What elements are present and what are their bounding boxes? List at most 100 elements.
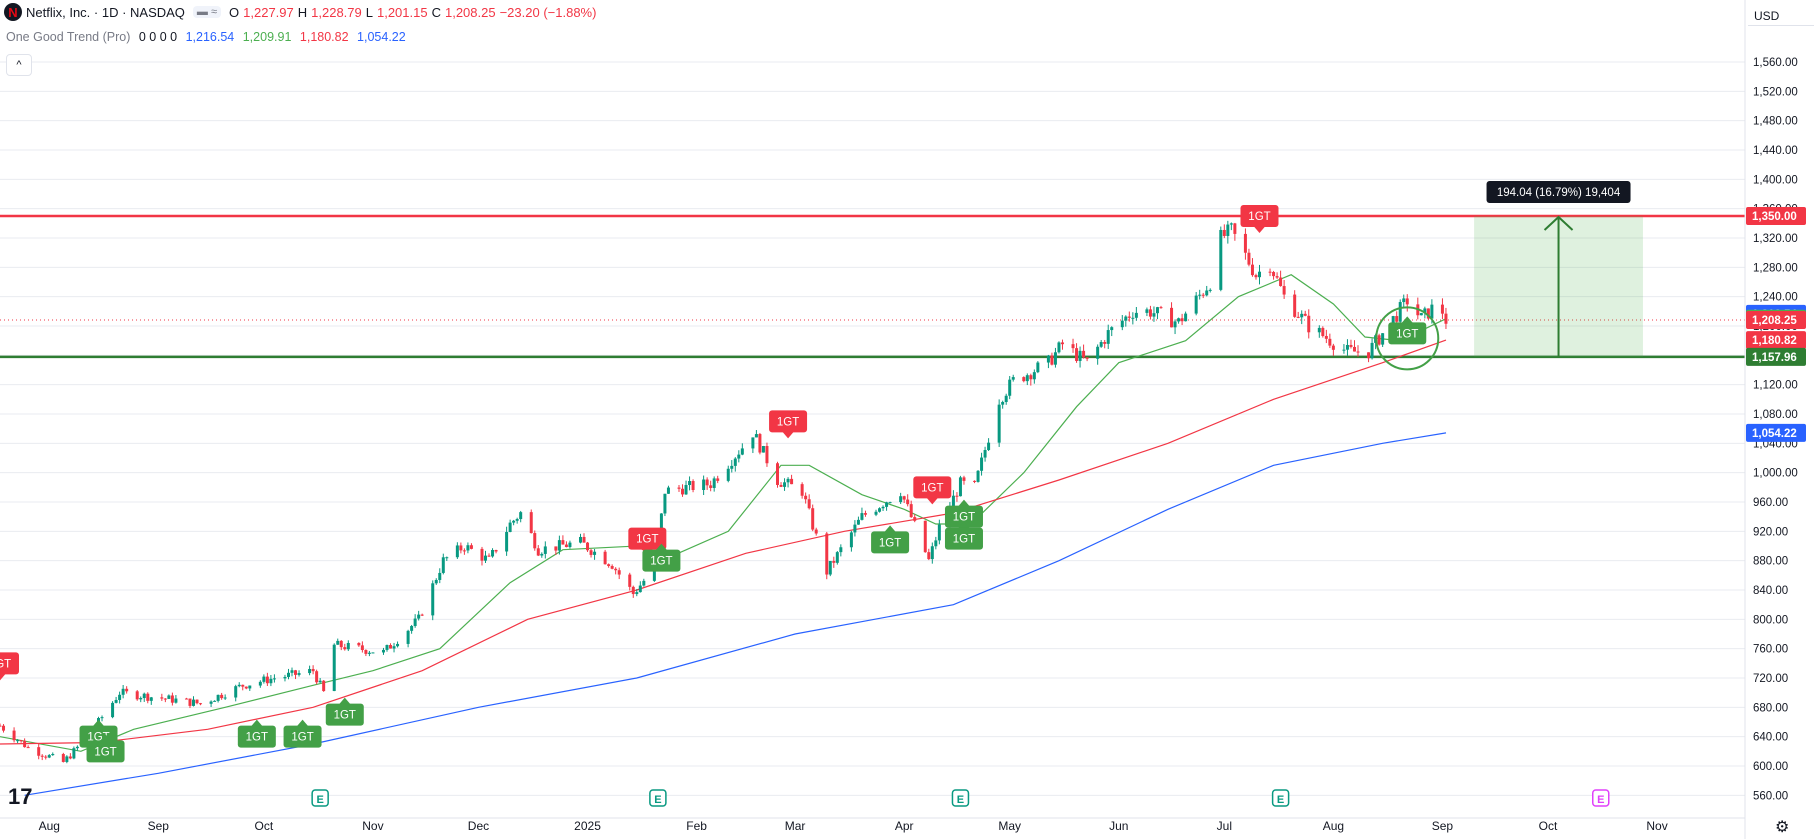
candle-body (1229, 223, 1233, 225)
signal-box (944, 527, 983, 550)
candle (12, 727, 16, 743)
candle-body (1324, 335, 1328, 339)
gear-icon[interactable]: ⚙ (1775, 819, 1790, 836)
candle (184, 697, 188, 700)
candle-body (311, 668, 315, 672)
signal-sell: 1GT (769, 410, 808, 439)
candle-body (258, 681, 262, 686)
tradingview-logo-icon[interactable]: 17 (8, 784, 33, 809)
candle (536, 545, 540, 557)
candle (1001, 400, 1005, 409)
candle-body (1201, 294, 1205, 296)
candle (1173, 319, 1177, 335)
candle-body (1110, 327, 1114, 331)
candle-body (554, 546, 558, 551)
candle-body (733, 458, 737, 466)
candle (758, 432, 762, 455)
candle (336, 638, 340, 645)
currency-selector[interactable]: USD (1748, 6, 1814, 26)
candle (220, 692, 224, 700)
time-axis[interactable]: Aug Sep Oct Nov Dec 2025 Feb Mar Apr May Jun Jul Aug… (0, 789, 1745, 833)
candle-body (114, 699, 118, 703)
candle-body (937, 524, 941, 541)
candle-body (184, 698, 188, 700)
candle (906, 494, 910, 507)
candle-body (1082, 350, 1086, 358)
candle (1275, 272, 1279, 279)
candle-body (663, 493, 667, 514)
candle (853, 520, 857, 537)
indicator-legend[interactable]: One Good Trend (Pro) 0 0 0 0 1,216.54 1,… (6, 30, 411, 44)
candle (1184, 311, 1188, 322)
candle-body (484, 555, 488, 561)
candle-body (269, 678, 273, 684)
candle-body (638, 585, 642, 593)
candle-body (659, 513, 663, 540)
candle-body (1180, 318, 1184, 322)
candle (505, 526, 509, 556)
candle-body (1328, 338, 1332, 346)
candle (216, 694, 220, 703)
candle (1370, 338, 1374, 360)
candle (1180, 313, 1184, 326)
candle (997, 399, 1001, 447)
candle-body (244, 686, 248, 689)
candle (480, 546, 484, 566)
candle-body (790, 478, 794, 485)
candle-body (726, 468, 730, 481)
candle-body (51, 754, 55, 756)
candle-body (508, 522, 512, 532)
candle-body (800, 484, 804, 496)
candle (262, 674, 266, 684)
price-label: 1,054.22 (1752, 428, 1797, 440)
candle (1152, 306, 1156, 322)
signal-box (769, 410, 808, 433)
candle-body (410, 626, 414, 631)
candle-body (360, 645, 364, 651)
candle (389, 643, 393, 649)
candle (406, 629, 410, 648)
candle-body (1395, 316, 1399, 322)
price-axis[interactable]: 560.00 600.00 640.00 680.00 720.00 760.00 800.… (1744, 0, 1814, 839)
candle (367, 650, 371, 657)
candle (515, 517, 519, 524)
earnings-marker-letter: E (654, 794, 661, 806)
candle (413, 614, 417, 628)
candle-body (494, 550, 498, 552)
indicator-name[interactable]: One Good Trend (Pro) (6, 30, 131, 44)
candle (1250, 258, 1254, 277)
price-label-box (1746, 331, 1806, 350)
candle (248, 685, 252, 691)
symbol-title[interactable]: Netflix, Inc. · 1D · NASDAQ (26, 4, 185, 20)
candle (888, 501, 892, 504)
indicator-value-1: 1,216.54 (185, 30, 235, 44)
measure-tool[interactable]: 194.04 (16.79%) 19,404 (1474, 181, 1643, 357)
chart-toggle-pill[interactable]: ▬ ≈ (192, 6, 222, 18)
candle (199, 702, 203, 706)
candle-body (371, 652, 375, 654)
price-tick-label: 920.00 (1753, 526, 1788, 538)
candle-body (1282, 286, 1286, 295)
candles[interactable] (0, 220, 1448, 764)
collapse-legend-button[interactable]: ^ (6, 54, 32, 76)
earnings-marker-box (649, 789, 667, 807)
signal-pointer (92, 719, 105, 727)
candle (913, 514, 917, 523)
candle-body (1001, 402, 1005, 405)
high-label: H (297, 4, 308, 20)
candle-body (505, 531, 509, 552)
signal-pointer (0, 673, 6, 681)
candle (885, 501, 889, 511)
candle (804, 492, 808, 504)
candle-body (111, 702, 115, 718)
candle (930, 542, 934, 564)
signal-label: 1GT (334, 710, 356, 722)
candle (1257, 264, 1261, 285)
candle-body (765, 446, 769, 464)
candle (1247, 248, 1251, 267)
candle-body (758, 434, 762, 453)
candle-body (389, 645, 393, 649)
signal-labels: 1GT 1GT 1GT 1GT 1GT 1GT 1GT 1GT 1GT 1GT 1GT 1GT 1GT 1… (0, 205, 1440, 763)
signal-pointer (926, 497, 939, 505)
